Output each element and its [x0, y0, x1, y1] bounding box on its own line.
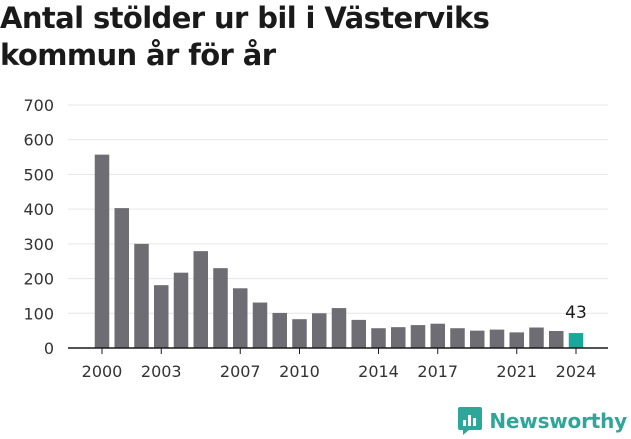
y-tick-label: 0 — [44, 339, 54, 358]
y-tick-label: 500 — [23, 165, 54, 184]
bar-2011 — [312, 313, 327, 348]
x-tick-label: 2000 — [82, 362, 123, 381]
bar-2008 — [252, 302, 268, 348]
bar-2019 — [470, 330, 485, 348]
bar-2022 — [529, 327, 544, 348]
x-tick-label: 2014 — [358, 362, 399, 381]
bar-2021 — [509, 332, 524, 348]
bar-2002 — [134, 243, 149, 348]
bar-2004 — [173, 272, 189, 348]
y-tick-label: 400 — [23, 200, 54, 219]
chart-title: Antal stölder ur bil i Västerviks kommun… — [0, 1, 499, 72]
bar-2020 — [489, 329, 505, 348]
bar-2013 — [351, 319, 366, 348]
x-tick-label: 2024 — [556, 362, 597, 381]
bar-2007 — [233, 288, 248, 348]
value-label-2024: 43 — [565, 303, 587, 323]
bar-2005 — [193, 251, 208, 348]
y-axis: 0 100 200 300 400 500 600 700 — [23, 96, 54, 358]
x-tick-label: 2003 — [141, 362, 182, 381]
x-tick-label: 2017 — [417, 362, 458, 381]
y-tick-label: 700 — [23, 96, 54, 115]
bar-2012 — [331, 308, 347, 348]
bar-2010 — [292, 319, 307, 348]
bar-2000 — [94, 154, 110, 348]
x-tick-label: 2007 — [220, 362, 261, 381]
bar-2014 — [371, 328, 386, 348]
bar-2009 — [272, 312, 287, 348]
y-tick-label: 600 — [23, 131, 54, 150]
bar-2024 — [568, 333, 584, 348]
bar-2017 — [430, 323, 445, 348]
brand-name: Newsworthy — [489, 409, 627, 433]
x-tick-label: 2021 — [496, 362, 537, 381]
bar-2023 — [549, 330, 564, 348]
bar-2006 — [213, 268, 228, 348]
bar-2018 — [450, 328, 465, 348]
newsworthy-brand: Newsworthy — [457, 406, 627, 436]
y-tick-label: 300 — [23, 235, 54, 254]
value-labels: 43 — [565, 303, 587, 323]
bar-2015 — [391, 327, 406, 348]
y-tick-label: 200 — [23, 270, 54, 289]
grid-lines — [68, 104, 608, 314]
newsworthy-logo-icon — [458, 407, 483, 435]
y-tick-label: 100 — [23, 304, 54, 323]
x-axis: 2000 2003 2007 2010 2014 2017 2021 2024 — [82, 348, 597, 381]
bar-2001 — [114, 208, 129, 348]
bar-2016 — [410, 325, 426, 348]
bars — [94, 154, 584, 348]
bar-2003 — [154, 285, 169, 348]
x-tick-label: 2010 — [279, 362, 320, 381]
